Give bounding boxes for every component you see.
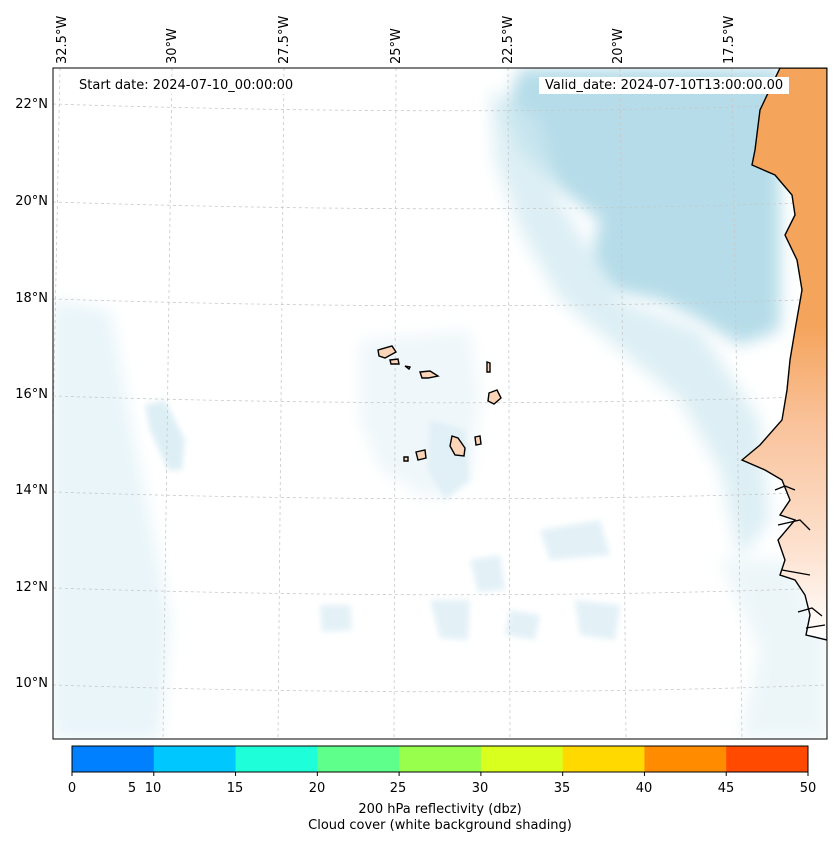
colorbar-segment <box>480 746 564 772</box>
colorbar-tick: 25 <box>389 781 407 796</box>
start-date-label: Start date: 2024-07-10_00:00:00 <box>73 77 300 94</box>
longitude-label: 20°W <box>611 28 626 64</box>
latitude-label: 14°N <box>15 483 48 498</box>
colorbar-tick: 40 <box>635 781 653 796</box>
colorbar-segment <box>644 746 727 772</box>
latitude-label: 20°N <box>15 194 48 209</box>
valid-date-label: Valid_date: 2024-07-10T13:00:00.00 <box>539 77 790 94</box>
colorbar-tick: 30 <box>471 781 489 796</box>
africa-landmass <box>740 68 827 641</box>
colorbar-segment <box>153 746 237 772</box>
longitude-label: 32.5°W <box>55 15 70 64</box>
colorbar-tick: 5 <box>127 781 137 796</box>
longitude-label: 25°W <box>389 28 404 64</box>
longitude-label: 27.5°W <box>277 15 292 64</box>
colorbar-tick: 45 <box>717 781 735 796</box>
latitude-label: 16°N <box>15 387 48 402</box>
graticule <box>53 68 827 739</box>
latitude-label: 10°N <box>15 676 48 691</box>
map-frame <box>52 67 828 740</box>
longitude-label: 17.5°W <box>722 15 737 64</box>
colorbar-segment <box>235 746 318 772</box>
colorbar-tick: 20 <box>308 781 326 796</box>
cape-verde-islands <box>377 345 502 462</box>
colorbar-segment <box>399 746 482 772</box>
colorbar-tick: 10 <box>144 781 162 796</box>
colorbar-frame <box>71 745 809 773</box>
colorbar-tick: 0 <box>67 781 77 796</box>
latitude-label: 22°N <box>15 97 48 112</box>
colorbar-label: 200 hPa reflectivity (dbz) <box>358 802 522 817</box>
colorbar-segment <box>72 746 155 772</box>
latitude-label: 12°N <box>15 580 48 595</box>
colorbar-tick: 50 <box>799 781 817 796</box>
longitude-label: 22.5°W <box>501 15 516 64</box>
colorbar <box>71 745 809 776</box>
colorbar-segment <box>317 746 400 772</box>
colorbar-segment <box>562 746 645 772</box>
colorbar-sublabel: Cloud cover (white background shading) <box>308 818 572 833</box>
colorbar-segment <box>726 746 809 772</box>
colorbar-tick: 35 <box>553 781 571 796</box>
latitude-label: 18°N <box>15 291 48 306</box>
colorbar-tick: 15 <box>226 781 244 796</box>
longitude-label: 30°W <box>165 28 180 64</box>
cloud-cover-shading <box>53 68 827 739</box>
